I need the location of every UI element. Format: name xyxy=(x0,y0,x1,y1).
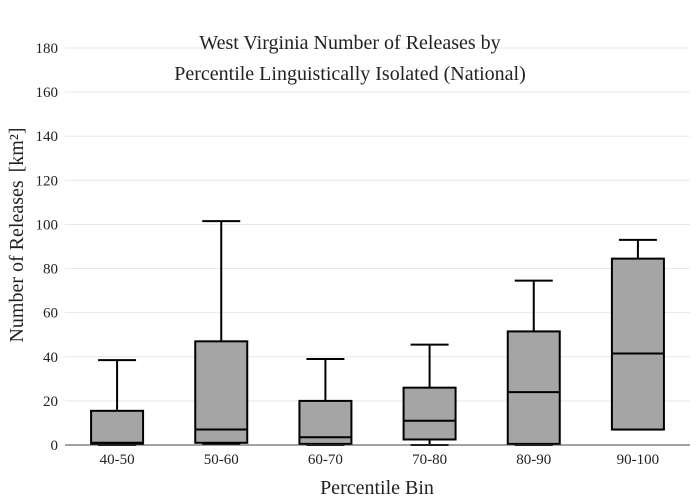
iqr-box xyxy=(194,340,249,444)
grid-layer xyxy=(65,47,690,402)
iqr-box xyxy=(90,409,145,445)
x-tick-label-40-50: 40-50 xyxy=(100,452,135,468)
x-tick-labels: 40-50 50-60 60-70 70-80 80-90 90-100 xyxy=(100,452,660,468)
iqr-box xyxy=(610,257,665,431)
x-tick-label-50-60: 50-60 xyxy=(204,452,239,468)
box-50-60 xyxy=(194,220,249,445)
y-axis-label-unit: [km²] xyxy=(6,127,28,172)
y-tick-label-180: 180 xyxy=(36,41,59,57)
y-tick-label-40: 40 xyxy=(43,350,58,366)
iqr-box xyxy=(506,330,561,445)
x-tick-label-70-80: 70-80 xyxy=(412,452,447,468)
y-tick-label-160: 160 xyxy=(36,85,59,101)
box-40-50 xyxy=(90,359,145,446)
box-70-80 xyxy=(402,343,457,446)
x-tick-label-90-100: 90-100 xyxy=(617,452,660,468)
iqr-box xyxy=(402,386,457,441)
box-layer xyxy=(90,220,665,446)
x-tick-label-80-90: 80-90 xyxy=(516,452,551,468)
box-60-70 xyxy=(298,357,353,446)
x-tick-label-60-70: 60-70 xyxy=(308,452,343,468)
y-axis-label-text: Number of Releases xyxy=(6,180,28,342)
y-tick-label-0: 0 xyxy=(51,438,59,454)
box-90-100 xyxy=(610,238,665,431)
chart-title-line-2: Percentile Linguistically Isolated (Nati… xyxy=(174,63,526,85)
y-tick-label-20: 20 xyxy=(43,394,58,410)
y-tick-label-100: 100 xyxy=(36,217,59,233)
y-tick-label-60: 60 xyxy=(43,306,58,322)
y-axis-label: Number of Releases [km²] xyxy=(6,127,28,342)
y-tick-label-140: 140 xyxy=(36,129,59,145)
y-tick-labels: 0 20 40 60 80 100 120 140 160 180 xyxy=(36,41,59,454)
y-tick-label-120: 120 xyxy=(36,173,59,189)
y-tick-label-80: 80 xyxy=(43,262,58,278)
box-80-90 xyxy=(506,279,561,446)
x-axis-label: Percentile Bin xyxy=(320,477,434,499)
chart-title-line-1: West Virginia Number of Releases by xyxy=(199,32,500,54)
